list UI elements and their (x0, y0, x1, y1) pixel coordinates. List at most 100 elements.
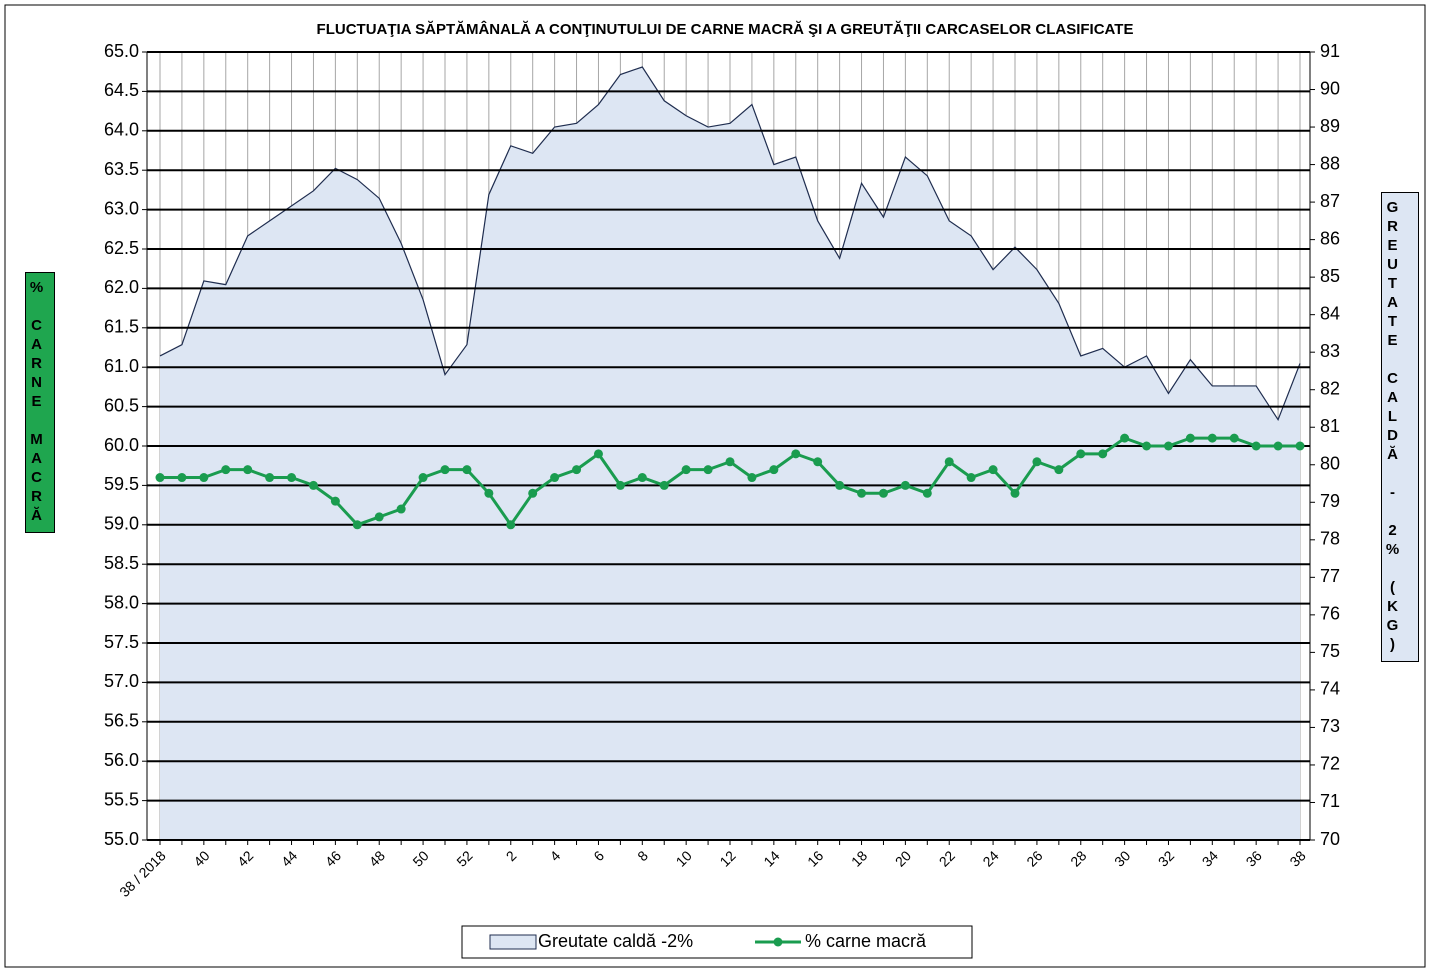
y2-tick-label: 77 (1320, 566, 1340, 586)
legend-swatch (489, 934, 537, 950)
y-tick-label: 57.0 (104, 671, 139, 691)
y-tick-label: 58.5 (104, 553, 139, 573)
series-marker (1076, 449, 1086, 459)
y-tick-label: 64.0 (104, 120, 139, 140)
series-marker (352, 520, 362, 530)
series-marker (484, 488, 494, 498)
series-marker (418, 473, 428, 483)
y2-tick-label: 81 (1320, 416, 1340, 436)
series-marker (1142, 441, 1152, 451)
series-marker (462, 465, 472, 475)
y-tick-label: 59.5 (104, 474, 139, 494)
series-marker (966, 473, 976, 483)
y-tick-label: 55.0 (104, 829, 139, 849)
y-tick-label: 60.5 (104, 395, 139, 415)
series-marker (308, 480, 318, 490)
y-tick-label: 55.5 (104, 789, 139, 809)
y-tick-label: 56.0 (104, 750, 139, 770)
legend-marker (773, 937, 783, 947)
y-tick-label: 60.0 (104, 435, 139, 455)
series-marker (265, 473, 275, 483)
y-tick-label: 61.0 (104, 356, 139, 376)
y2-tick-label: 79 (1320, 491, 1340, 511)
series-marker (681, 465, 691, 475)
series-marker (177, 473, 187, 483)
series-marker (1054, 465, 1064, 475)
y-tick-label: 59.0 (104, 514, 139, 534)
y2-tick-label: 72 (1320, 754, 1340, 774)
series-marker (550, 473, 560, 483)
y2-tick-label: 70 (1320, 829, 1340, 849)
y-tick-label: 62.0 (104, 277, 139, 297)
y2-tick-label: 82 (1320, 378, 1340, 398)
y2-axis-title: GREUTATE CALDĂ - 2% (KG) (1381, 192, 1419, 662)
series-marker (747, 473, 757, 483)
area-line (159, 66, 1301, 422)
y2-tick-label: 91 (1320, 41, 1340, 61)
series-marker (1251, 441, 1261, 451)
series-marker (506, 520, 516, 530)
series-marker (1295, 441, 1305, 451)
series-marker (813, 457, 823, 467)
y2-tick-label: 88 (1320, 153, 1340, 173)
series-marker (988, 465, 998, 475)
y-tick-label: 65.0 (104, 41, 139, 61)
series-marker (1120, 433, 1130, 443)
series-marker (659, 480, 669, 490)
series-marker (944, 457, 954, 467)
y2-tick-label: 84 (1320, 303, 1340, 323)
y-tick-label: 64.5 (104, 80, 139, 100)
series-marker (287, 473, 297, 483)
y-tick-label: 62.5 (104, 238, 139, 258)
chart-title: FLUCTUAŢIA SĂPTĂMÂNALĂ A CONŢINUTULUI DE… (317, 20, 1134, 38)
series-marker (221, 465, 231, 475)
y2-tick-label: 74 (1320, 679, 1340, 699)
series-marker (330, 496, 340, 506)
series-marker (155, 473, 165, 483)
y-tick-label: 63.0 (104, 198, 139, 218)
series-marker (572, 465, 582, 475)
series-marker (791, 449, 801, 459)
y-tick-label: 58.0 (104, 592, 139, 612)
series-marker (440, 465, 450, 475)
series-marker (615, 480, 625, 490)
y-tick-label: 57.5 (104, 632, 139, 652)
series-marker (1163, 441, 1173, 451)
y-tick-label: 63.5 (104, 159, 139, 179)
series-marker (396, 504, 406, 514)
series-marker (857, 488, 867, 498)
series-marker (374, 512, 384, 522)
y2-tick-label: 85 (1320, 266, 1340, 286)
series-marker (1207, 433, 1217, 443)
series-marker (835, 480, 845, 490)
y2-tick-label: 83 (1320, 341, 1340, 361)
series-marker (199, 473, 209, 483)
y2-tick-label: 71 (1320, 791, 1340, 811)
series-marker (1229, 433, 1239, 443)
legend-label: Greutate caldă -2% (538, 931, 693, 951)
y-tick-label: 56.5 (104, 711, 139, 731)
series-marker (243, 465, 253, 475)
y-tick-label: 61.5 (104, 317, 139, 337)
legend-label: % carne macră (805, 931, 927, 951)
y2-tick-label: 89 (1320, 116, 1340, 136)
series-marker (637, 473, 647, 483)
y2-tick-label: 87 (1320, 191, 1340, 211)
series-marker (528, 488, 538, 498)
y2-tick-label: 80 (1320, 454, 1340, 474)
series-marker (922, 488, 932, 498)
series-marker (769, 465, 779, 475)
y2-tick-label: 78 (1320, 529, 1340, 549)
series-marker (593, 449, 603, 459)
y2-tick-label: 73 (1320, 716, 1340, 736)
area-fill (160, 67, 1300, 840)
series-marker (1185, 433, 1195, 443)
series-marker (878, 488, 888, 498)
legend-box (461, 925, 973, 959)
y2-tick-label: 75 (1320, 641, 1340, 661)
y2-tick-label: 90 (1320, 78, 1340, 98)
series-marker (1010, 488, 1020, 498)
series-marker (1032, 457, 1042, 467)
